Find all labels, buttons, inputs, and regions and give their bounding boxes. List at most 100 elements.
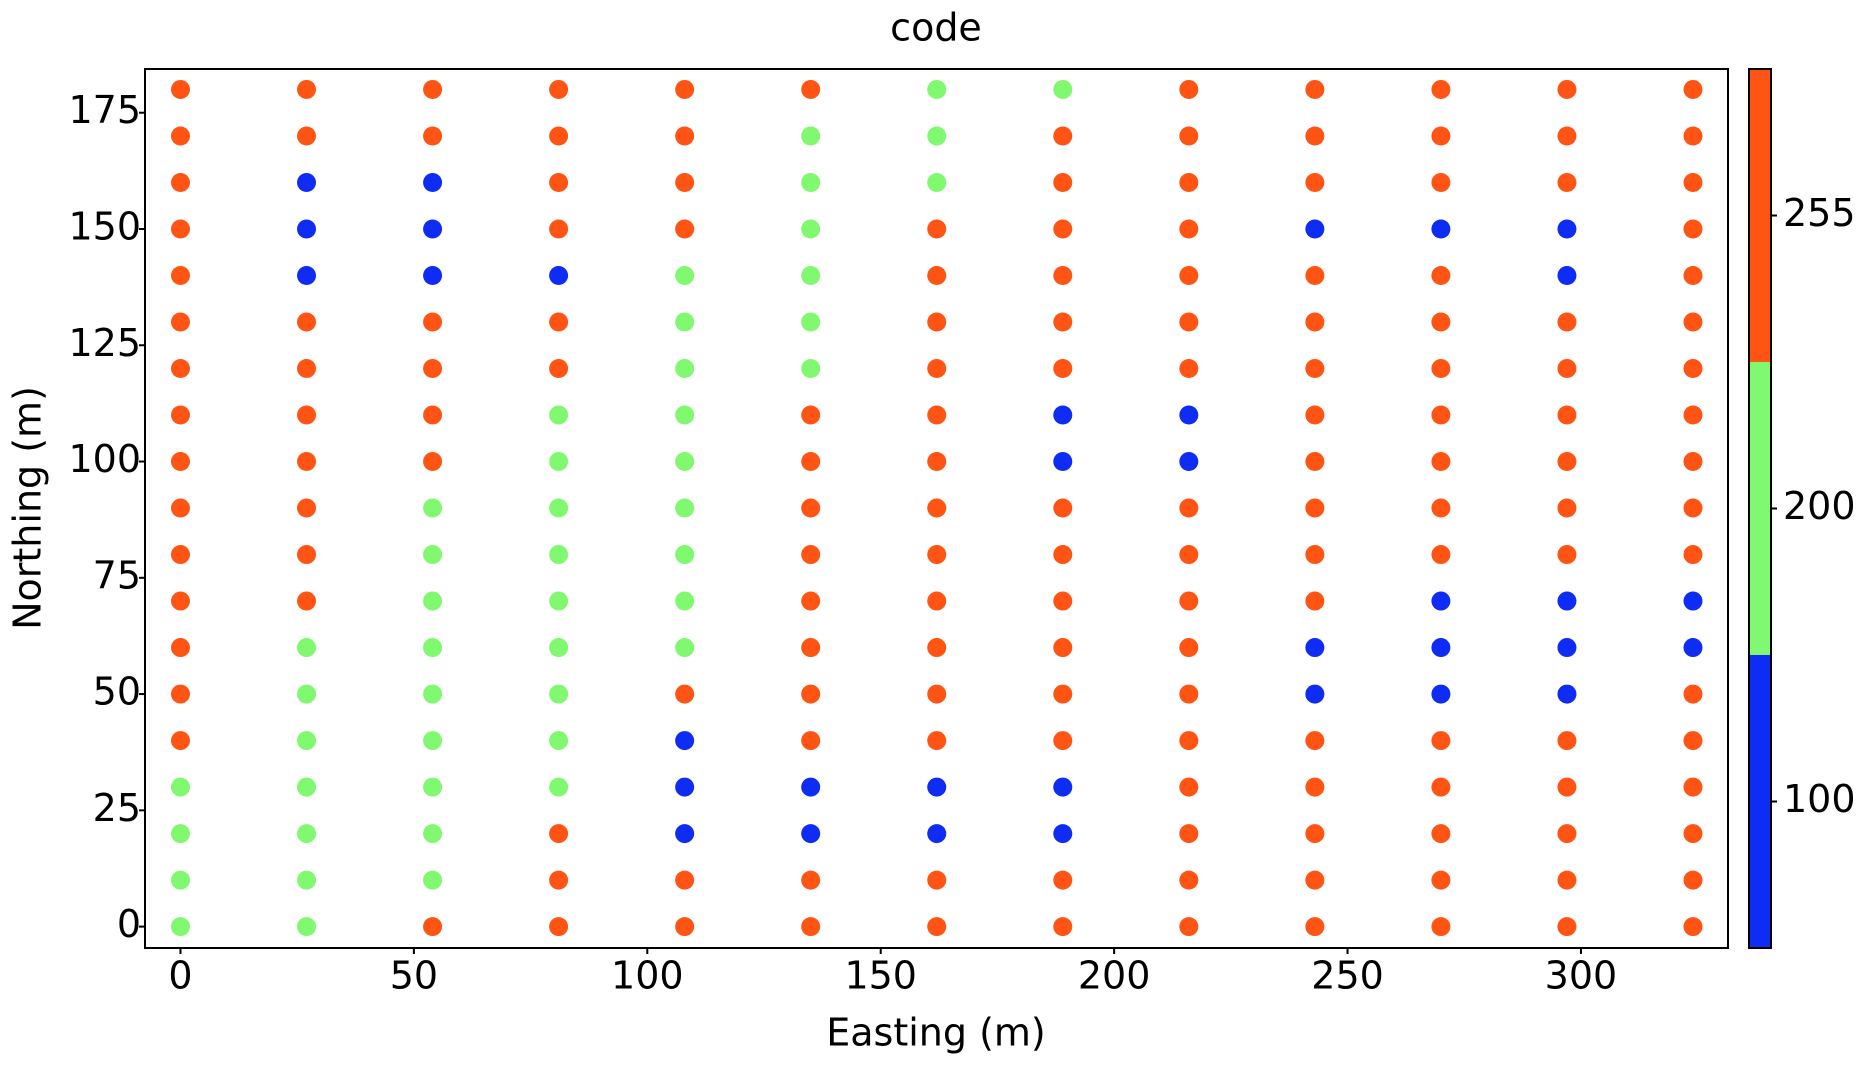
point [1053,79,1073,99]
point [1431,452,1451,472]
point [170,265,190,285]
point [1305,405,1325,425]
point [297,638,317,658]
point [801,79,821,99]
point [1053,824,1073,844]
point [1053,126,1073,146]
point [1683,824,1703,844]
point [297,265,317,285]
point [1305,79,1325,99]
point [927,312,947,332]
point [801,684,821,704]
x-tick-label: 100 [611,954,684,998]
point [1053,312,1073,332]
point [1305,591,1325,611]
x-tick-label: 250 [1311,954,1384,998]
point [927,452,947,472]
point [1683,79,1703,99]
point [675,591,695,611]
point [297,126,317,146]
point [801,359,821,379]
x-tick-label: 50 [390,954,438,998]
point [1179,591,1199,611]
point [1557,917,1577,937]
point [1683,452,1703,472]
point [1683,265,1703,285]
colorbar-segment [1749,362,1771,655]
point [927,824,947,844]
point [801,545,821,565]
point [675,777,695,797]
point [297,777,317,797]
point [1683,731,1703,751]
point [1431,265,1451,285]
point [423,312,443,332]
y-tick-label: 50 [93,670,141,714]
point [423,545,443,565]
point [675,405,695,425]
colorbar-tick-label: 100 [1783,777,1856,821]
point [170,498,190,518]
point [549,498,569,518]
point [927,359,947,379]
point [297,731,317,751]
point [927,172,947,192]
point [1557,777,1577,797]
point [297,824,317,844]
point [1557,359,1577,379]
colorbar-tick-label: 255 [1783,191,1856,235]
point [1557,79,1577,99]
point [801,405,821,425]
point [801,777,821,797]
point [675,79,695,99]
point [1683,498,1703,518]
point [297,591,317,611]
point [170,824,190,844]
point [1683,405,1703,425]
point [1053,172,1073,192]
y-axis-label: Northing (m) [6,386,50,630]
point [549,638,569,658]
point [1305,498,1325,518]
point [423,79,443,99]
x-tick-label: 200 [1078,954,1151,998]
point [1053,917,1073,937]
point [297,79,317,99]
point [1431,545,1451,565]
point [1431,359,1451,379]
point [549,126,569,146]
point [1683,126,1703,146]
point [1683,359,1703,379]
point [1683,870,1703,890]
point [297,359,317,379]
point [1053,545,1073,565]
point [1683,684,1703,704]
point [927,591,947,611]
point [549,870,569,890]
point [423,452,443,472]
point [1053,870,1073,890]
point [297,917,317,937]
point [297,405,317,425]
point [927,265,947,285]
point [675,824,695,844]
point [1305,917,1325,937]
point [801,265,821,285]
point [1305,452,1325,472]
y-tick-label: 0 [117,902,141,946]
point [675,452,695,472]
point [927,405,947,425]
point [801,498,821,518]
point [1305,824,1325,844]
point [1557,498,1577,518]
point [1557,638,1577,658]
point [549,79,569,99]
point [1053,731,1073,751]
point [549,684,569,704]
point [423,731,443,751]
point [297,452,317,472]
point [1683,172,1703,192]
point [170,219,190,239]
plot-frame [144,68,1729,949]
